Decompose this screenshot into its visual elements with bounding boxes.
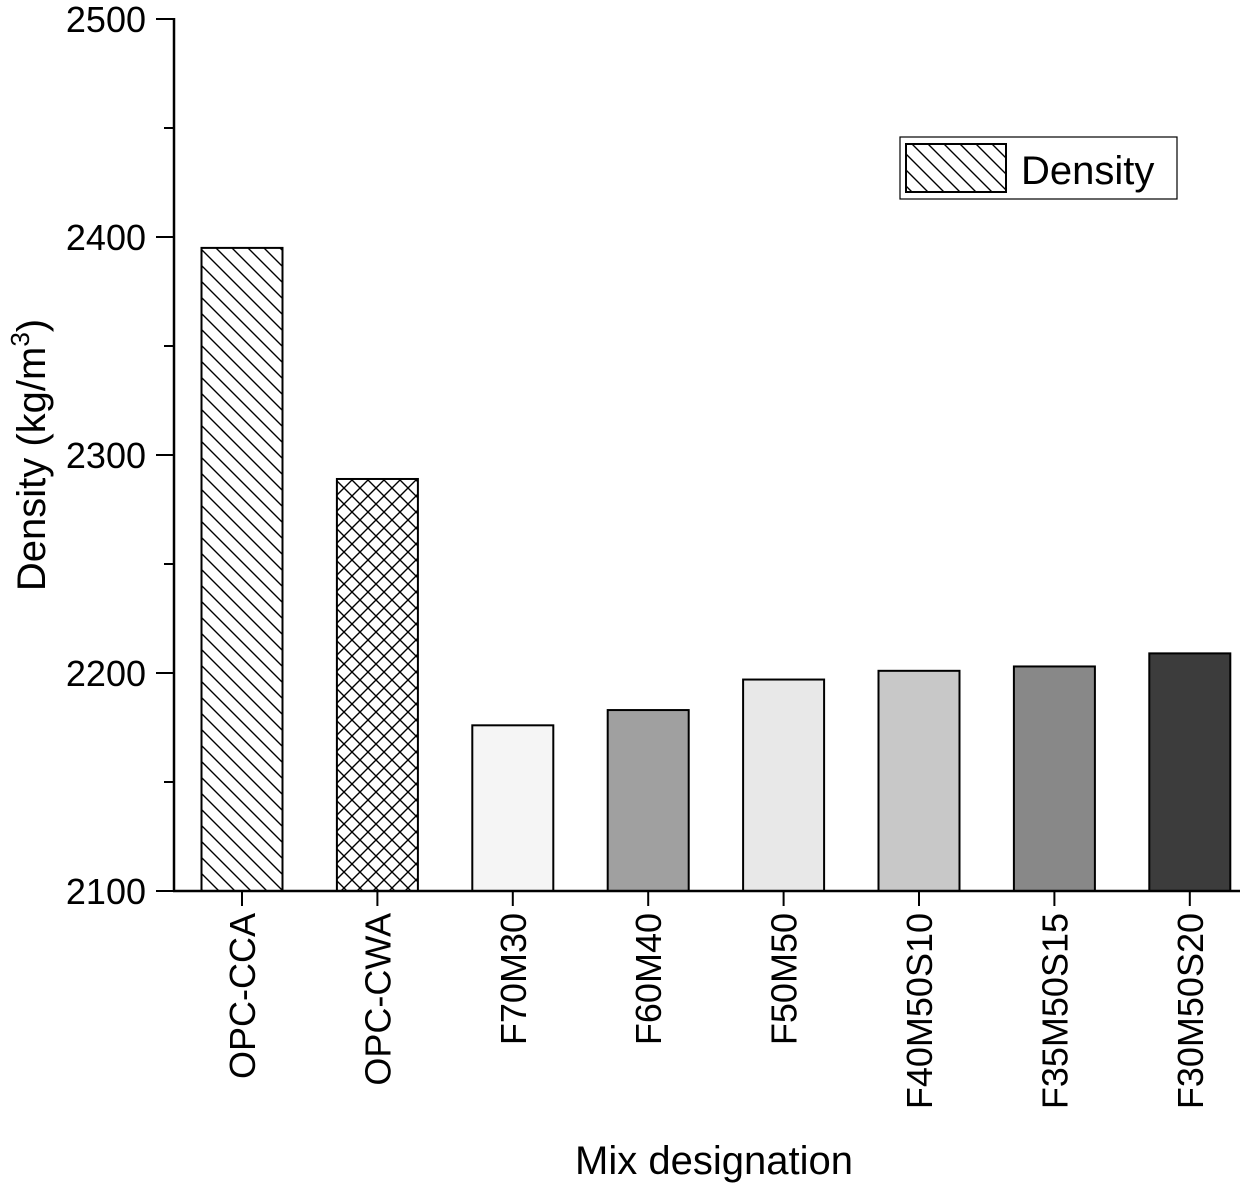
bar-f50m50 — [742, 678, 826, 892]
y-tick-label: 2400 — [66, 217, 146, 258]
legend-swatch — [905, 143, 1007, 193]
legend-label: Density — [1021, 149, 1154, 193]
x-ticks-group: OPC-CCA OPC-CWA F70M30 F60M40 F50M50 F40M50S1… — [222, 891, 1211, 1109]
x-tick-label: OPC-CCA — [222, 913, 263, 1079]
y-axis-title-close: ) — [10, 319, 54, 332]
x-tick-label: F60M40 — [628, 913, 669, 1045]
bar-opc-cwa — [335, 477, 419, 892]
y-axis-title-main: Density (kg/m — [10, 347, 54, 592]
x-tick-label: OPC-CWA — [357, 913, 398, 1086]
x-tick-label: F35M50S15 — [1034, 913, 1075, 1109]
y-tick-label: 2500 — [66, 0, 146, 40]
y-tick-label: 2300 — [66, 435, 146, 476]
y-tick-label: 2200 — [66, 653, 146, 694]
bar-f30m50s20 — [1148, 652, 1232, 892]
bar-opc-cca — [200, 246, 284, 892]
y-axis-title-superscript: 3 — [5, 332, 35, 346]
bar-f60m40 — [606, 709, 690, 892]
x-tick-label: F50M50 — [764, 913, 805, 1045]
bar-f40m50s10 — [877, 669, 961, 892]
x-tick-label: F40M50S10 — [899, 913, 940, 1109]
y-ticks-group: 2100 2200 2300 2400 2500 — [66, 0, 174, 912]
y-tick-label: 2100 — [66, 871, 146, 912]
bars-group — [200, 246, 1232, 893]
legend: Density — [899, 136, 1178, 200]
x-axis-title: Mix designation — [575, 1139, 853, 1183]
y-axis-title: Density (kg/m3) — [5, 319, 54, 591]
bar-f70m30 — [471, 724, 555, 892]
bar-f35m50s15 — [1012, 665, 1096, 893]
x-tick-label: F70M30 — [493, 913, 534, 1045]
x-tick-label: F30M50S20 — [1170, 913, 1211, 1109]
